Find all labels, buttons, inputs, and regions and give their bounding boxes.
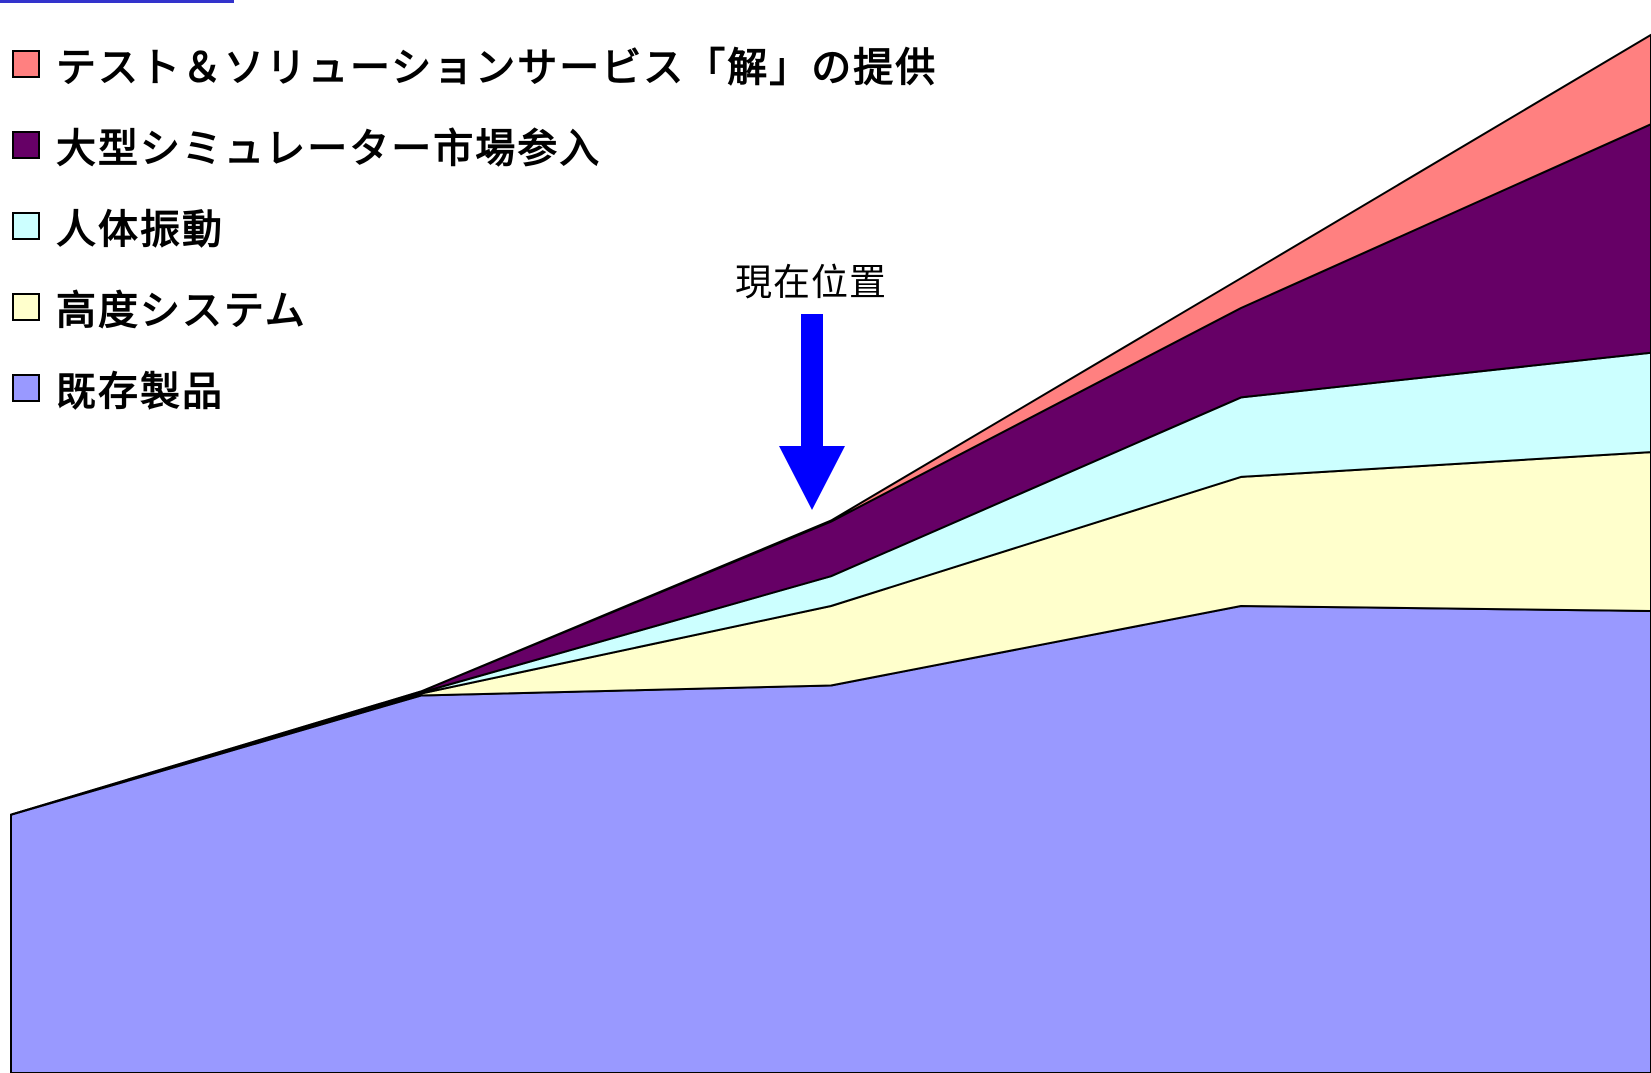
top-rule [0, 0, 234, 3]
legend-label-human-vibration: 人体振動 [56, 207, 224, 253]
legend-label-simulator: 大型シミュレーター市場参入 [56, 126, 602, 172]
current-position-arrow [779, 314, 845, 510]
legend-item-advanced-system: 高度システム [12, 287, 937, 334]
legend-item-simulator: 大型シミュレーター市場参入 [12, 125, 937, 172]
area-series-4 [10, 33, 1651, 816]
legend-item-existing-products: 既存製品 [12, 368, 937, 415]
legend-swatch-service [12, 50, 40, 78]
legend-swatch-advanced-system [12, 293, 40, 321]
legend: テスト＆ソリューションサービス「解」の提供 大型シミュレーター市場参入 人体振動… [12, 44, 937, 449]
legend-label-advanced-system: 高度システム [56, 288, 307, 334]
legend-swatch-human-vibration [12, 212, 40, 240]
legend-label-existing-products: 既存製品 [56, 369, 224, 415]
legend-swatch-existing-products [12, 374, 40, 402]
legend-label-service: テスト＆ソリューションサービス「解」の提供 [56, 45, 938, 91]
legend-item-service: テスト＆ソリューションサービス「解」の提供 [12, 44, 937, 91]
current-position-label: 現在位置 [735, 261, 887, 304]
series-areas [10, 33, 1651, 1073]
legend-item-human-vibration: 人体振動 [12, 206, 937, 253]
legend-swatch-simulator [12, 131, 40, 159]
